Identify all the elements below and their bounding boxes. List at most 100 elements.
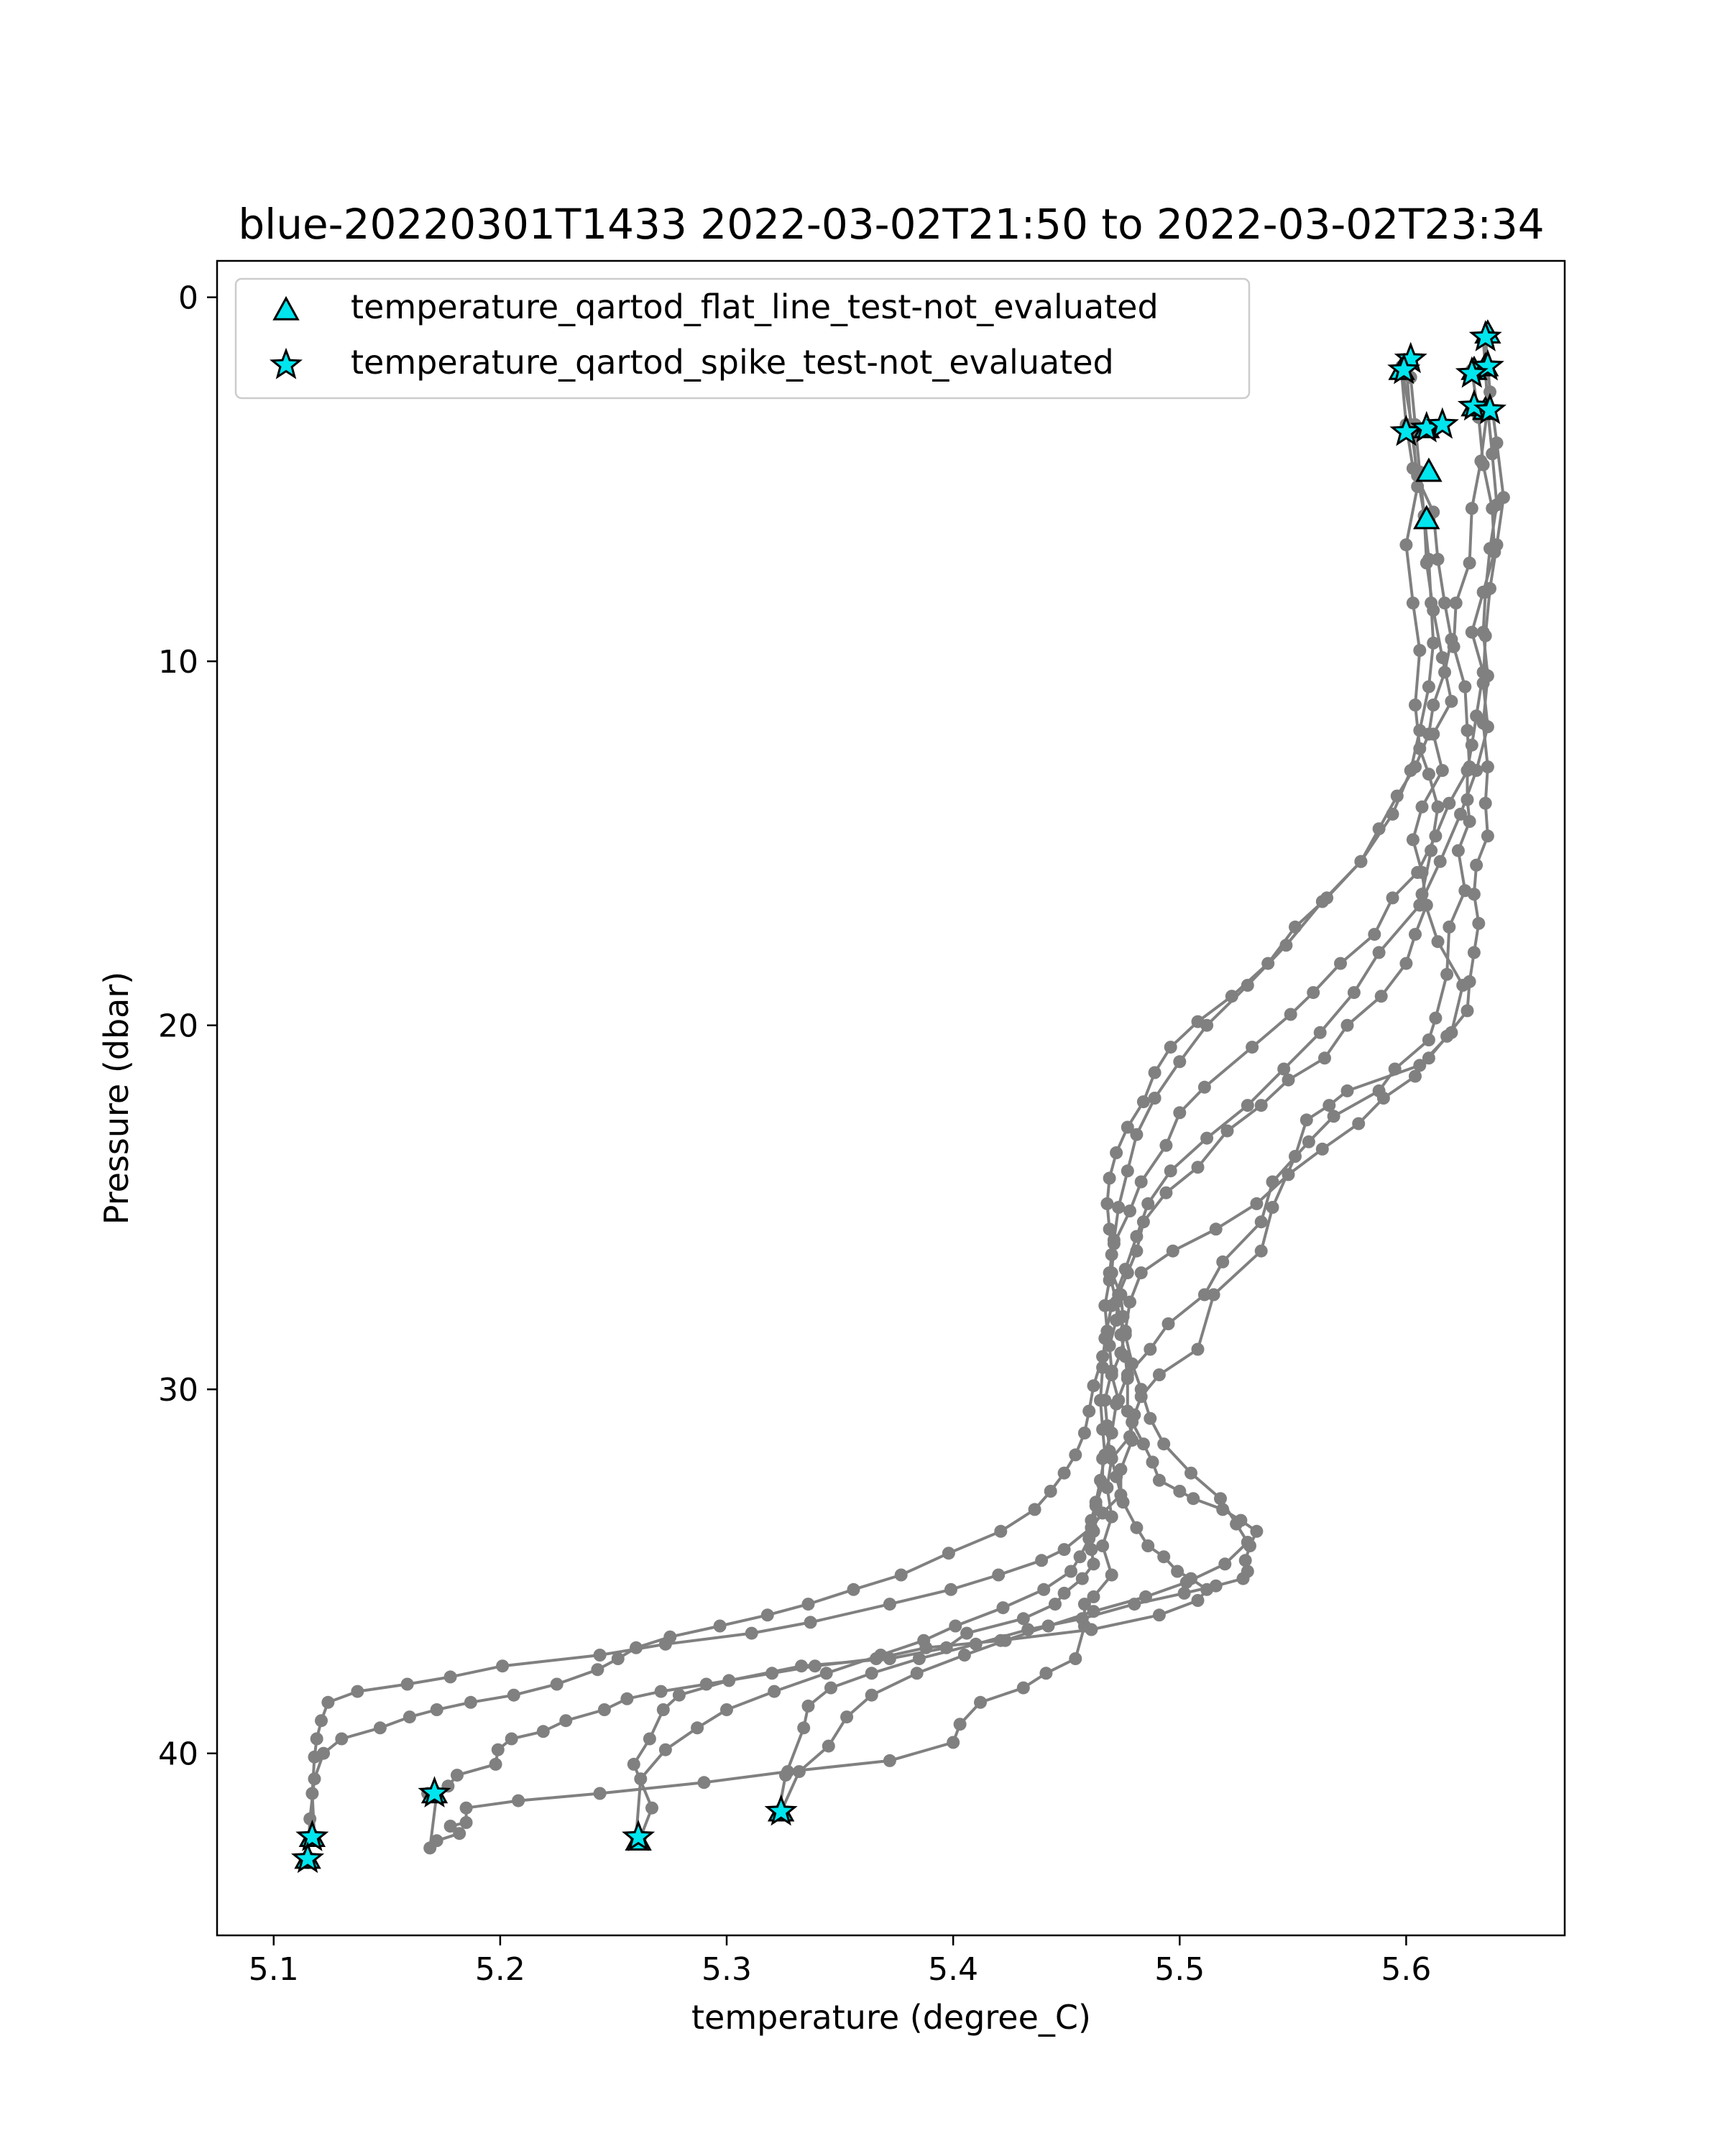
legend-label-spike: temperature_qartod_spike_test-not_evalua… (351, 343, 1114, 382)
profile-point (1130, 1230, 1144, 1243)
profile-point (1200, 1018, 1214, 1032)
profile-point (402, 1710, 416, 1724)
profile-point (1435, 651, 1449, 665)
plot-frame (216, 259, 1566, 1937)
profile-point (1425, 596, 1438, 610)
x-tick-label: 5.2 (475, 1951, 525, 1988)
profile-point (611, 1652, 625, 1665)
profile-point (996, 1601, 1010, 1615)
y-tick-label: 40 (158, 1736, 198, 1773)
profile-point (947, 1736, 960, 1749)
profile-point (1481, 760, 1494, 774)
profile-point (1121, 1164, 1134, 1178)
profile-point (792, 1765, 806, 1779)
profile-point (1098, 1332, 1112, 1345)
profile-point (1399, 957, 1413, 970)
profile-point (1096, 1506, 1110, 1520)
profile-point (1465, 625, 1478, 639)
profile-point (1100, 1197, 1114, 1210)
profile-point (1404, 764, 1417, 778)
profile-point (1141, 1197, 1155, 1210)
profile-point (1440, 1029, 1454, 1043)
profile-point (1218, 1557, 1232, 1571)
spike-marker (290, 1841, 325, 1874)
profile-point (1282, 1073, 1295, 1087)
profile-point (1085, 1514, 1098, 1527)
profile-point (489, 1757, 502, 1771)
profile-point (699, 1677, 713, 1691)
profile-point (865, 1667, 878, 1680)
profile-point (1103, 1266, 1116, 1280)
profile-point (1082, 1531, 1096, 1545)
profile-point (1191, 1342, 1205, 1356)
profile-point (1110, 1314, 1123, 1327)
profile-point (1164, 1164, 1177, 1178)
y-tick-label: 20 (158, 1008, 198, 1045)
profile-point (1422, 680, 1435, 694)
profile-point (1415, 888, 1429, 901)
profile-point (1250, 1197, 1264, 1210)
profile-point (1096, 1422, 1110, 1436)
y-axis-ticks: 0 10 20 30 40 (158, 280, 217, 1773)
legend-triangle-marker (272, 295, 300, 321)
profile-point (1422, 768, 1435, 781)
profile-point (1406, 596, 1420, 610)
x-axis-label: temperature (degree_C) (691, 1998, 1091, 2037)
profile-point (1191, 1594, 1205, 1607)
profile-point (1409, 928, 1422, 941)
profile-point (559, 1714, 573, 1728)
profile-point (1216, 1255, 1230, 1268)
profile-point (1096, 1539, 1110, 1552)
profile-point (722, 1674, 736, 1687)
profile-point (1110, 1146, 1123, 1159)
profile-point (910, 1667, 924, 1680)
profile-point (550, 1677, 564, 1691)
profile-point (1110, 1295, 1123, 1309)
profile-point (1173, 1106, 1187, 1120)
profile-point (305, 1787, 319, 1800)
profile-point (1238, 1554, 1252, 1567)
profile-point (1470, 858, 1484, 872)
profile-point (1126, 1415, 1139, 1429)
profile-point (912, 1652, 926, 1665)
x-tick-label: 5.1 (249, 1951, 299, 1988)
profile-point (1458, 680, 1472, 694)
profile-point (1136, 1095, 1150, 1109)
profile-point (1197, 1080, 1211, 1094)
profile-point (1472, 916, 1486, 930)
profile-point (1064, 1565, 1077, 1578)
profile-point (1105, 1368, 1118, 1381)
profile-point (645, 1801, 658, 1815)
profile-point (1463, 815, 1476, 828)
profile-point (1096, 1350, 1110, 1363)
profile-point (1105, 1248, 1118, 1261)
profile-point (1157, 1550, 1171, 1564)
profile-point (1075, 1572, 1089, 1585)
profile-point (1409, 1069, 1422, 1083)
legend: temperature_qartod_flat_line_test-not_ev… (234, 277, 1251, 400)
x-tick-label: 5.4 (928, 1951, 978, 1988)
profile-point (1300, 1113, 1313, 1127)
profile-point (1216, 1503, 1230, 1516)
profile-point (883, 1598, 896, 1611)
profile-point (768, 1685, 781, 1698)
profile-point (1376, 1092, 1390, 1105)
profile-line-1 (428, 366, 1465, 1850)
profile-point (1049, 1598, 1062, 1611)
profile-point (1121, 1372, 1134, 1385)
profile-point (1374, 990, 1388, 1003)
profile-point (643, 1732, 656, 1746)
flat-line-marker (1413, 505, 1440, 530)
profile-point (1130, 1128, 1144, 1141)
profile-point (1250, 1524, 1264, 1538)
profile-point (865, 1688, 878, 1702)
profile-point (1467, 946, 1481, 959)
profile-point (992, 1568, 1006, 1582)
profile-point (1266, 1175, 1279, 1189)
profile-point (1073, 1550, 1087, 1564)
profile-point (1451, 844, 1465, 857)
profile-point (957, 1649, 971, 1662)
profile-point (1134, 1175, 1148, 1189)
profile-point (1112, 1201, 1126, 1214)
profile-point (1415, 866, 1429, 879)
